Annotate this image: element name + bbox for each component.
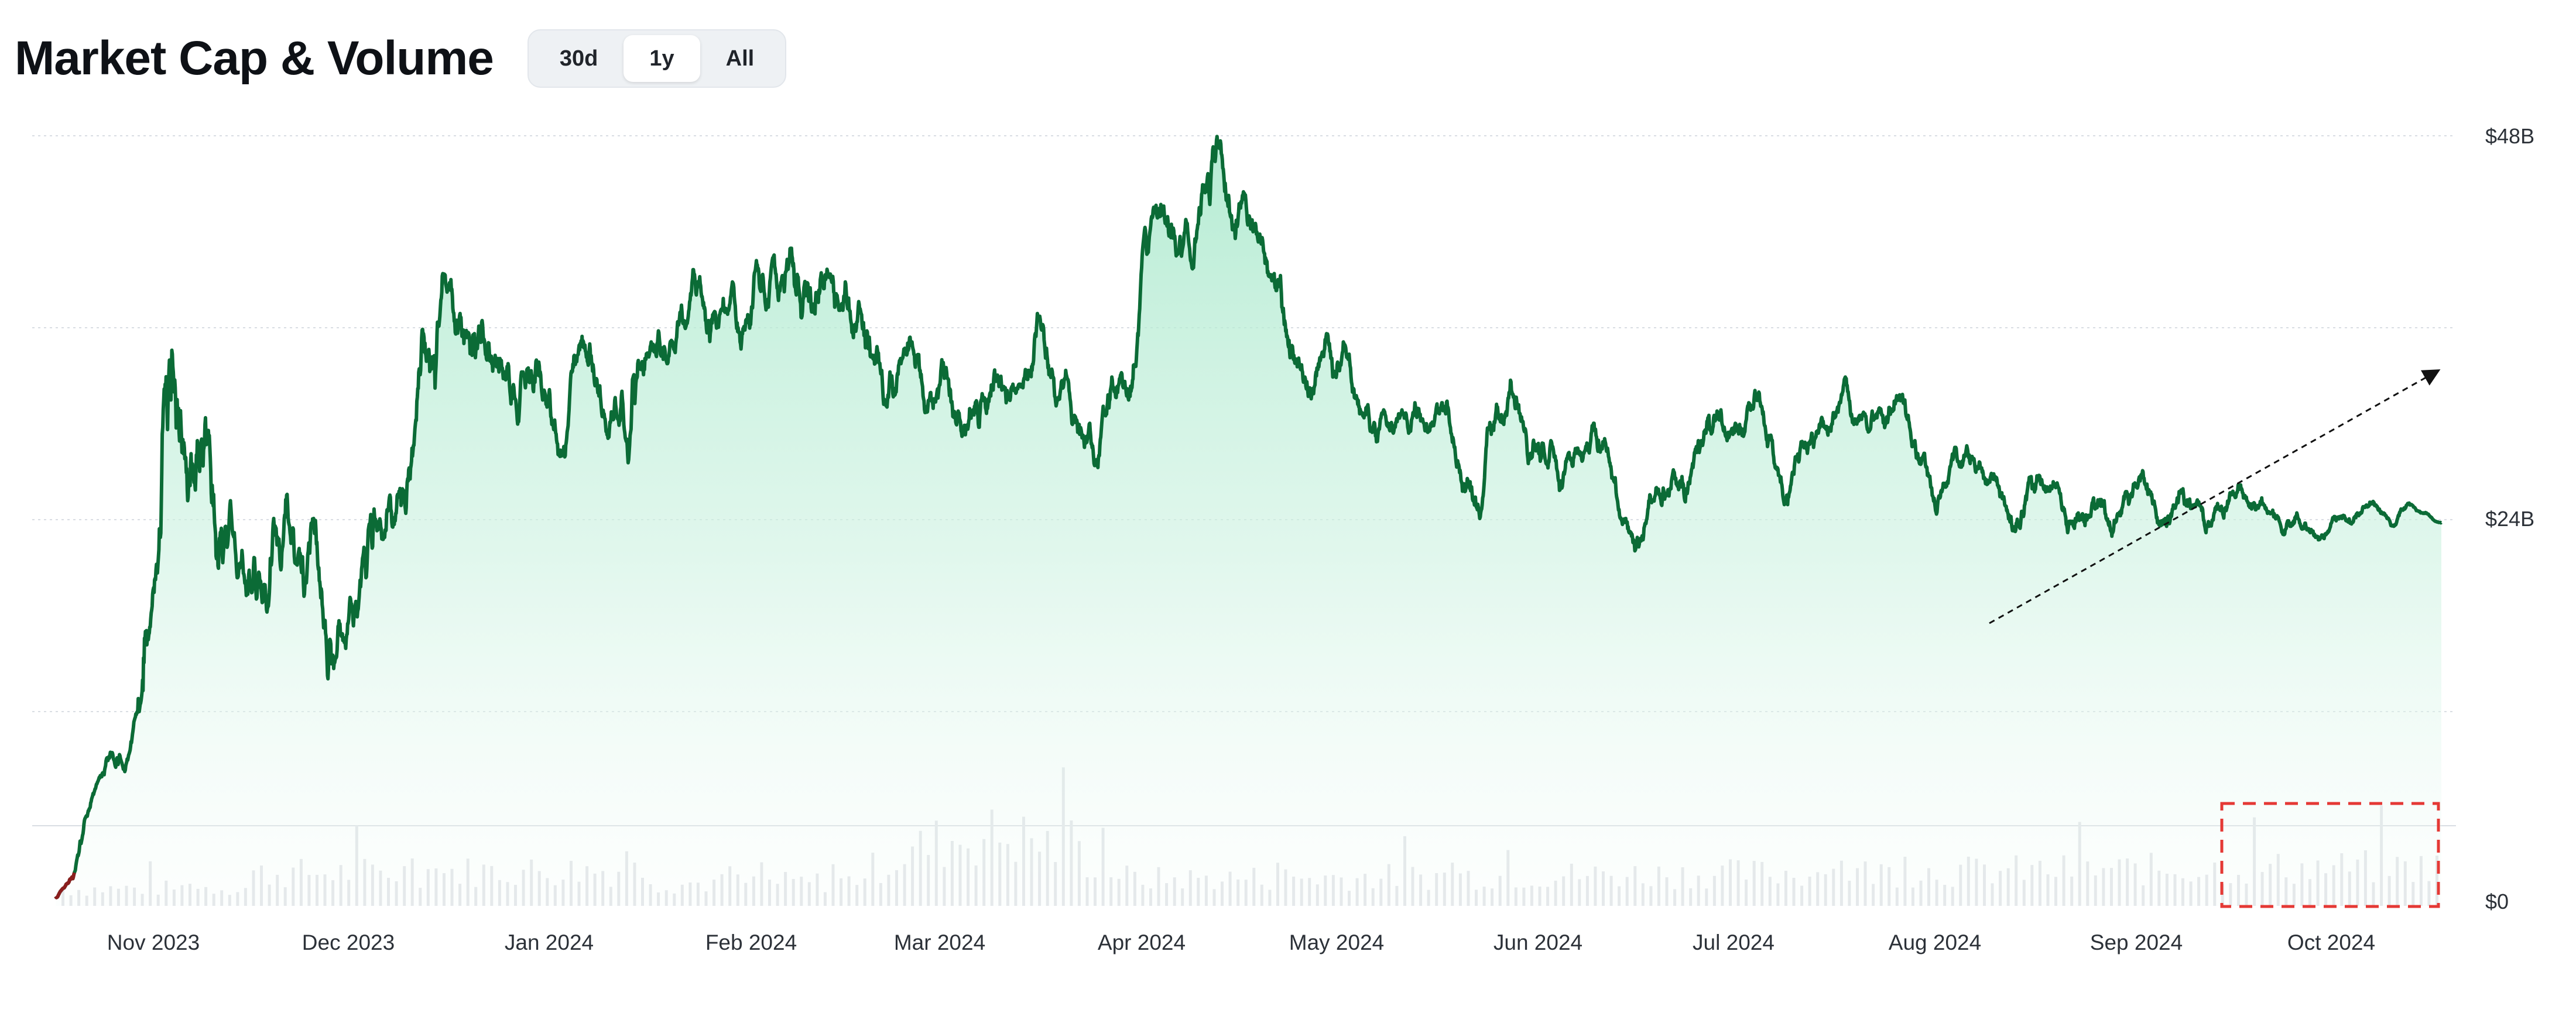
tab-1y[interactable]: 1y [624, 35, 700, 82]
market-cap-line [54, 135, 2443, 899]
chart-title: Market Cap & Volume [15, 32, 494, 85]
range-tabs: 30d 1y All [527, 29, 787, 88]
market-cap-area [56, 136, 2441, 906]
x-tick-label: Apr 2024 [1098, 930, 1186, 954]
x-tick-label: Feb 2024 [705, 930, 797, 954]
x-tick-label: Dec 2023 [302, 930, 395, 954]
x-tick-label: May 2024 [1289, 930, 1385, 954]
market-cap-line-start [54, 872, 76, 899]
x-tick-label: Oct 2024 [2287, 930, 2375, 954]
x-tick-label: Nov 2023 [107, 930, 200, 954]
volume-highlight-box [2220, 802, 2440, 908]
x-tick-label: Jan 2024 [505, 930, 594, 954]
y-tick-label: $48B [2485, 124, 2534, 148]
tab-30d[interactable]: 30d [559, 46, 598, 71]
x-tick-label: Jul 2024 [1693, 930, 1775, 954]
y-tick-label: $24B [2485, 507, 2534, 531]
x-tick-label: Mar 2024 [894, 930, 985, 954]
tab-all[interactable]: All [725, 46, 755, 71]
x-tick-label: Sep 2024 [2090, 930, 2183, 954]
chart-header: Market Cap & Volume 30d 1y All [15, 27, 787, 90]
x-axis-labels: Nov 2023 Dec 2023 Jan 2024 Feb 2024 Mar … [107, 930, 2375, 954]
x-tick-label: Aug 2024 [1889, 930, 1981, 954]
trend-arrow [1989, 369, 2441, 624]
x-tick-label: Jun 2024 [1493, 930, 1582, 954]
y-tick-label: $0 [2485, 890, 2509, 913]
